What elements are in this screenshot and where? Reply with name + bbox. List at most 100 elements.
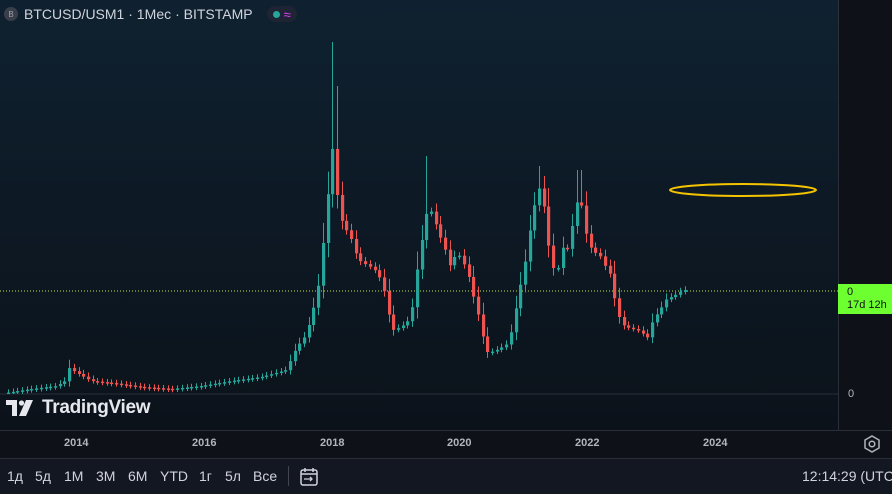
calendar-goto-date-icon[interactable] — [298, 466, 320, 488]
range-button-1d[interactable]: 1д — [7, 468, 23, 484]
candle-body — [594, 247, 598, 253]
candle-body — [684, 290, 688, 292]
candle-body — [623, 317, 627, 326]
candle-body — [515, 308, 519, 333]
candle-body — [529, 230, 533, 262]
candle-body — [383, 277, 387, 292]
candle-body — [449, 249, 453, 266]
candle-body — [571, 226, 575, 249]
candle-body — [421, 240, 425, 270]
candle-body — [547, 206, 551, 246]
range-button-6m[interactable]: 6М — [128, 468, 148, 484]
current-price-value: 0 — [847, 286, 854, 298]
candle-body — [637, 329, 641, 331]
candle-body — [233, 380, 237, 383]
candle-body — [63, 381, 67, 384]
candle-body — [78, 371, 82, 374]
candle-body — [632, 327, 636, 330]
candle-body — [157, 387, 161, 390]
candle-body — [275, 372, 279, 375]
status-pill[interactable]: ≈ — [266, 6, 297, 22]
candle-body — [552, 245, 556, 268]
candle-body — [642, 330, 646, 334]
time-axis[interactable] — [0, 430, 892, 457]
candle-body — [397, 328, 401, 330]
candle-body — [472, 276, 476, 297]
candle-body — [101, 381, 105, 384]
candle-body — [237, 380, 241, 382]
candle-body — [665, 299, 669, 308]
symbol-title[interactable]: BTCUSD/USM1 · 1Мес · BITSTAMP — [24, 6, 253, 22]
chart-legend: B BTCUSD/USM1 · 1Мес · BITSTAMP ≈ — [4, 5, 297, 23]
candle-body — [280, 371, 284, 374]
candle-body — [186, 387, 190, 389]
candle-body — [110, 382, 114, 385]
candle-body — [218, 382, 222, 385]
candle-body — [613, 273, 617, 299]
candle-body — [369, 264, 373, 267]
gear-icon[interactable] — [862, 434, 882, 454]
current-price-label: 0 17d 12h — [838, 284, 892, 314]
year-label: 2016 — [192, 437, 217, 449]
candle-body — [538, 188, 542, 206]
candle-body — [162, 388, 166, 390]
utc-clock[interactable]: 12:14:29 (UTC) — [802, 468, 892, 484]
candle-body — [265, 375, 269, 377]
candle-body — [148, 387, 152, 389]
candle-body — [214, 383, 218, 386]
candle-body — [566, 247, 570, 250]
candle-body — [190, 386, 194, 389]
candle-body — [562, 247, 566, 268]
candle-body — [181, 387, 185, 390]
candle-body — [388, 291, 392, 315]
wave-icon: ≈ — [283, 6, 291, 22]
range-button-3m[interactable]: 3М — [96, 468, 116, 484]
candle-body — [435, 211, 439, 225]
candle-body — [73, 368, 77, 372]
range-button-ytd[interactable]: YTD — [160, 468, 188, 484]
candle-body — [679, 291, 683, 295]
candle-body — [345, 220, 349, 231]
candle-body — [270, 374, 274, 376]
watermark-text: TradingView — [42, 397, 151, 418]
candle-body — [510, 332, 514, 345]
candle-body — [453, 257, 457, 266]
candle-body — [96, 381, 100, 383]
range-button-1y[interactable]: 1г — [199, 468, 212, 484]
candle-body — [350, 230, 354, 239]
candle-body — [585, 205, 589, 234]
candle-body — [21, 390, 25, 392]
candle-body — [30, 388, 34, 391]
range-button-5d[interactable]: 5д — [35, 468, 51, 484]
candle-body — [49, 386, 53, 389]
chart-area[interactable]: B BTCUSD/USM1 · 1Мес · BITSTAMP ≈ Tradin… — [0, 0, 838, 430]
price-scale[interactable] — [838, 0, 892, 430]
candle-body — [312, 307, 316, 325]
candle-body — [303, 337, 307, 344]
candle-body — [519, 284, 523, 309]
drawn-ellipse-annotation[interactable] — [669, 183, 817, 197]
candlestick-chart[interactable] — [0, 0, 838, 430]
candle-body — [261, 376, 265, 379]
market-status-dot-icon — [272, 10, 280, 18]
candle-body — [7, 392, 11, 395]
candle-body — [618, 298, 622, 317]
candle-body — [68, 368, 72, 382]
range-button-5y[interactable]: 5л — [225, 468, 241, 484]
candle-body — [171, 388, 175, 391]
candle-body — [651, 322, 655, 338]
candle-body — [463, 255, 467, 265]
candle-body — [294, 350, 298, 362]
candle-body — [580, 202, 584, 206]
year-label: 2014 — [64, 437, 89, 449]
candle-body — [129, 384, 133, 387]
candle-body — [674, 294, 678, 298]
tradingview-watermark: TradingView — [6, 397, 151, 419]
candle-body — [54, 386, 58, 388]
price-tick-label: 0 — [848, 388, 855, 400]
range-button-all[interactable]: Все — [253, 468, 278, 484]
candle-body — [411, 307, 415, 322]
candle-body — [458, 255, 462, 258]
range-button-1m[interactable]: 1М — [64, 468, 84, 484]
candle-body — [524, 261, 528, 285]
